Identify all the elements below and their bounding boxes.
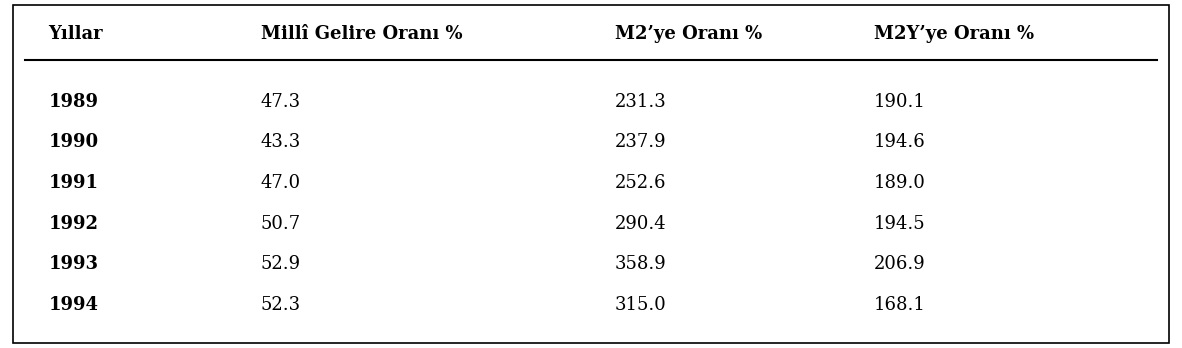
Text: 52.3: 52.3 (261, 296, 301, 314)
Text: M2’ye Oranı %: M2’ye Oranı % (615, 25, 762, 43)
Text: 252.6: 252.6 (615, 174, 667, 192)
Text: 237.9: 237.9 (615, 133, 667, 151)
Text: 47.3: 47.3 (261, 93, 301, 111)
Text: 194.6: 194.6 (873, 133, 926, 151)
Text: 206.9: 206.9 (873, 255, 926, 274)
Text: 189.0: 189.0 (873, 174, 926, 192)
Text: 315.0: 315.0 (615, 296, 667, 314)
Text: 47.0: 47.0 (261, 174, 301, 192)
Text: 1989: 1989 (48, 93, 98, 111)
Text: 290.4: 290.4 (615, 215, 667, 233)
Text: 190.1: 190.1 (873, 93, 926, 111)
Text: 1991: 1991 (48, 174, 98, 192)
Text: 50.7: 50.7 (261, 215, 301, 233)
Text: 1990: 1990 (48, 133, 98, 151)
Text: 1993: 1993 (48, 255, 98, 274)
Text: 43.3: 43.3 (261, 133, 301, 151)
Text: Millî Gelire Oranı %: Millî Gelire Oranı % (261, 25, 462, 43)
Text: 1992: 1992 (48, 215, 98, 233)
Text: 231.3: 231.3 (615, 93, 667, 111)
Text: Yıllar: Yıllar (48, 25, 103, 43)
Text: 1994: 1994 (48, 296, 98, 314)
Text: 168.1: 168.1 (873, 296, 926, 314)
Text: M2Y’ye Oranı %: M2Y’ye Oranı % (873, 25, 1034, 43)
Text: 194.5: 194.5 (873, 215, 926, 233)
Text: 52.9: 52.9 (261, 255, 301, 274)
Text: 358.9: 358.9 (615, 255, 667, 274)
